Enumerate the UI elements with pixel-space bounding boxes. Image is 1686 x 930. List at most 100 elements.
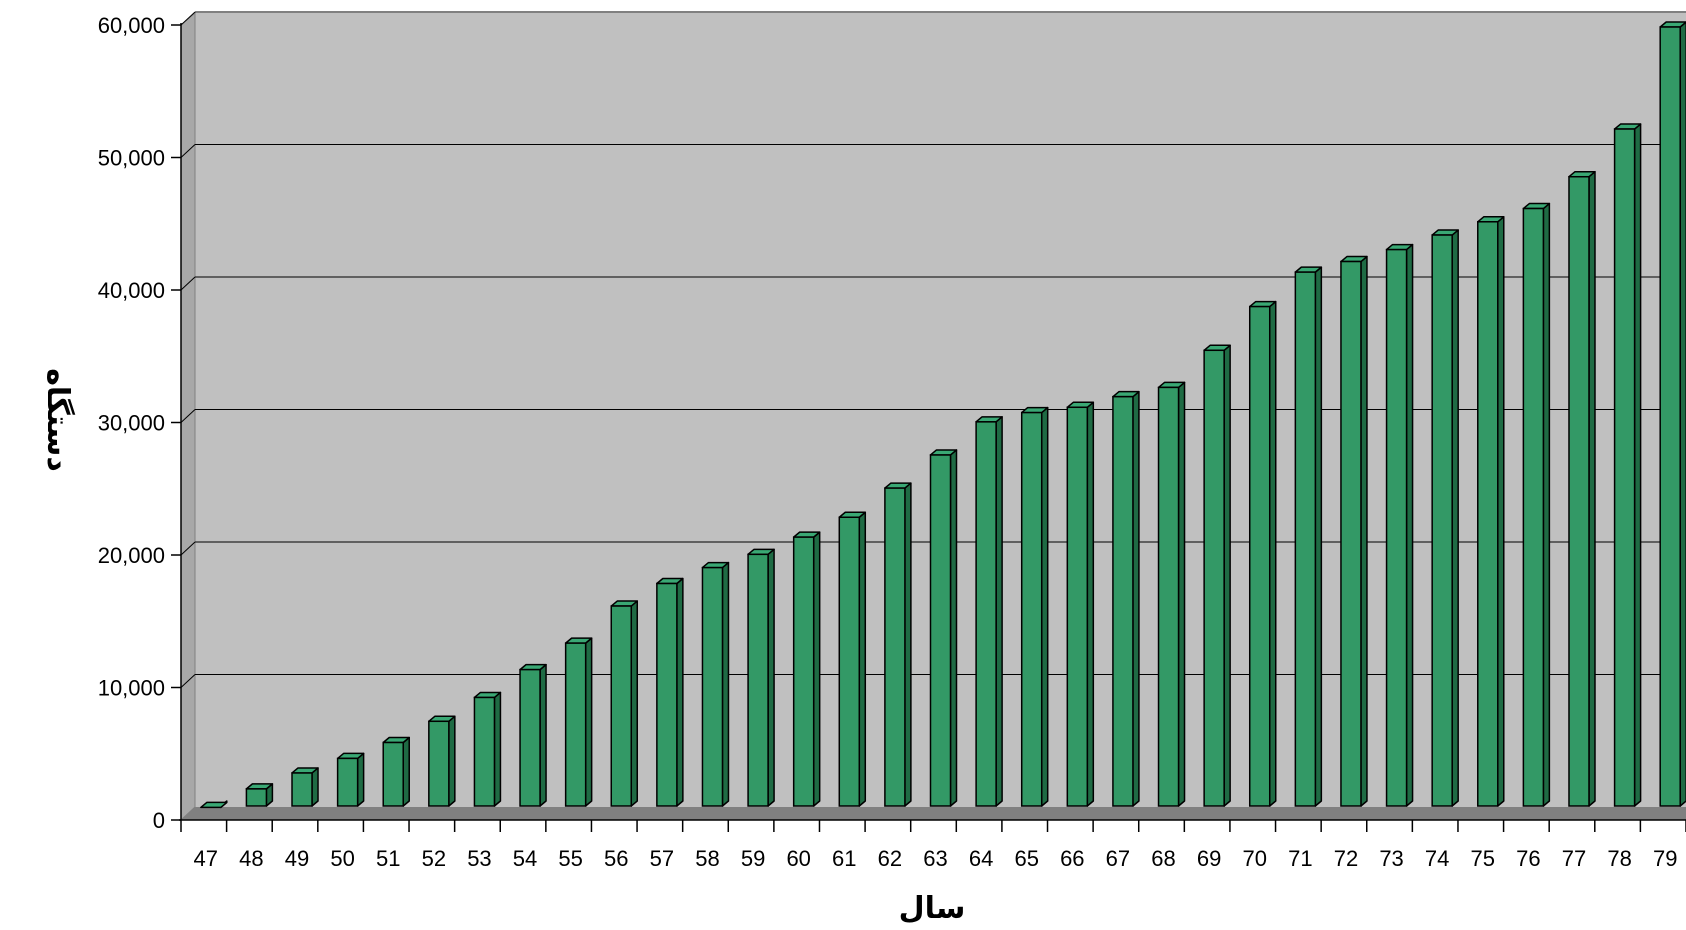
x-tick-label-60: 60 [786, 846, 810, 871]
y-tick-label-3: 30,000 [98, 411, 165, 436]
bar-68 [1157, 381, 1186, 807]
bar-front-78 [1613, 128, 1636, 807]
bar-front-65 [1020, 411, 1043, 807]
bar-54 [519, 663, 547, 807]
bars [200, 21, 1686, 809]
bar-front-58 [701, 566, 724, 807]
bar-64 [975, 416, 1003, 807]
bar-front-71 [1294, 271, 1317, 807]
x-tick-label-50: 50 [330, 846, 354, 871]
bar-side-76 [1542, 202, 1551, 807]
bar-77 [1568, 170, 1596, 807]
y-tick-label-5: 50,000 [98, 146, 165, 171]
y-axis-title: دستگاه [40, 368, 76, 472]
x-tick-label-51: 51 [376, 846, 400, 871]
bar-front-49 [291, 772, 313, 807]
bar-front-77 [1568, 175, 1590, 807]
bar-front-48 [245, 788, 268, 807]
bar-59 [747, 548, 775, 807]
x-tick-label-73: 73 [1379, 846, 1403, 871]
bar-side-77 [1588, 170, 1596, 807]
bar-front-72 [1340, 260, 1362, 807]
y-tick-label-0: 0 [153, 808, 165, 833]
bar-front-63 [929, 454, 952, 807]
bar-front-54 [519, 668, 541, 807]
bar-47 [200, 800, 228, 809]
bar-front-53 [473, 696, 496, 807]
x-tick-label-68: 68 [1151, 846, 1175, 871]
x-tick-label-67: 67 [1106, 846, 1130, 871]
x-tick-label-59: 59 [741, 846, 765, 871]
bar-front-67 [1112, 395, 1134, 807]
x-tick-label-75: 75 [1471, 846, 1495, 871]
bar-front-69 [1203, 349, 1225, 807]
bar-side-75 [1497, 216, 1505, 807]
bar-63 [929, 449, 958, 807]
bar-front-56 [610, 605, 633, 807]
bar-front-74 [1431, 234, 1453, 807]
bar-67 [1112, 390, 1140, 807]
bar-side-68 [1177, 381, 1186, 807]
bar-front-62 [884, 487, 906, 807]
bar-61 [838, 511, 867, 807]
x-axis-ticks: 47 48 49 50 51 52 53 54 55 56 57 58 59 60 61 62 63 64 65 66… [180, 820, 1686, 871]
bar-side-70 [1268, 300, 1277, 807]
x-tick-label-69: 69 [1197, 846, 1221, 871]
bar-top-47 [200, 801, 228, 809]
bar-side-59 [767, 548, 775, 807]
bar-front-60 [792, 536, 815, 807]
bar-side-72 [1360, 255, 1368, 807]
plot-floor [181, 807, 1686, 820]
x-tick-label-58: 58 [695, 846, 719, 871]
gridline-side-2 [180, 541, 196, 556]
x-tick-label-56: 56 [604, 846, 628, 871]
bar-72 [1340, 255, 1368, 807]
x-tick-label-70: 70 [1243, 846, 1267, 871]
bar-front-66 [1066, 406, 1089, 807]
x-tick-label-52: 52 [422, 846, 446, 871]
bar-66 [1066, 401, 1095, 807]
bar-front-52 [428, 720, 450, 807]
bar-side-54 [539, 663, 547, 807]
x-tick-label-77: 77 [1562, 846, 1586, 871]
bar-side-55 [584, 637, 593, 807]
bar-71 [1294, 266, 1323, 807]
bar-48 [245, 783, 274, 807]
x-axis-title: سال [899, 891, 966, 926]
bar-74 [1431, 229, 1459, 807]
bar-60 [792, 531, 821, 807]
bar-side-71 [1314, 266, 1323, 807]
x-tick-label-79: 79 [1653, 846, 1677, 871]
bar-side-62 [904, 482, 912, 807]
bar-front-75 [1477, 221, 1499, 807]
x-tick-label-78: 78 [1607, 846, 1631, 871]
bar-side-49 [311, 767, 319, 807]
bar-76 [1522, 202, 1551, 807]
y-tick-label-4: 40,000 [98, 278, 165, 303]
x-tick-label-53: 53 [467, 846, 491, 871]
x-tick-label-66: 66 [1060, 846, 1084, 871]
bar-front-68 [1157, 386, 1180, 807]
y-axis-ticks: 0 10,000 20,000 30,000 40,000 50,000 60,000 [98, 13, 181, 833]
bar-front-64 [975, 421, 997, 807]
bar-56 [610, 600, 639, 807]
gridline-side-1 [180, 674, 196, 688]
bar-51 [382, 736, 410, 807]
bar-front-61 [838, 516, 861, 807]
gridline-side-5 [180, 144, 196, 158]
bar-front-57 [656, 582, 678, 807]
gridline-side-6 [180, 11, 196, 26]
bar-side-74 [1451, 229, 1459, 807]
bar-78 [1613, 123, 1642, 807]
y-tick-label-1: 10,000 [98, 676, 165, 701]
bar-front-79 [1659, 26, 1681, 807]
bar-side-51 [402, 736, 410, 807]
x-tick-label-72: 72 [1334, 846, 1358, 871]
bar-50 [336, 752, 365, 807]
bar-73 [1385, 243, 1414, 807]
x-tick-label-48: 48 [239, 846, 263, 871]
bar-70 [1248, 300, 1277, 807]
bar-55 [564, 637, 593, 807]
bar-side-79 [1679, 21, 1686, 807]
